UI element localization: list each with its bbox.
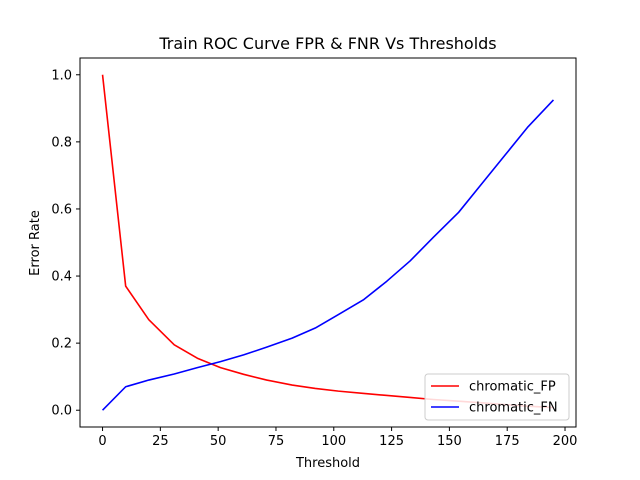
x-tick-label: 125 xyxy=(379,434,404,449)
y-tick-label: 0.2 xyxy=(51,337,72,352)
y-tick-label: 1.0 xyxy=(51,68,72,83)
x-tick-label: 50 xyxy=(210,434,227,449)
y-tick-label: 0.6 xyxy=(51,202,72,217)
y-tick-label: 0.8 xyxy=(51,135,72,150)
series-line-chromatic_FN xyxy=(101,99,555,411)
x-tick-label: 150 xyxy=(437,434,462,449)
axes: 0 25 50 75 100 125 150 175 200 0.0 0.2 0.4 0.6 0.8 1.0 xyxy=(51,57,578,449)
x-tick-label: 175 xyxy=(495,434,520,449)
x-tick-label: 25 xyxy=(152,434,169,449)
x-tick-label: 75 xyxy=(268,434,285,449)
legend-label-chromatic_FN: chromatic_FN xyxy=(469,401,558,416)
x-axis-label: Threshold xyxy=(295,456,360,471)
x-tick-label: 200 xyxy=(553,434,578,449)
chart-title: Train ROC Curve FPR & FNR Vs Thresholds xyxy=(158,34,496,53)
x-tick-label: 100 xyxy=(321,434,346,449)
y-tick-label: 0.0 xyxy=(51,404,72,419)
axes-frame xyxy=(79,57,577,428)
y-tick-label: 0.4 xyxy=(51,270,72,285)
x-tick-label: 0 xyxy=(98,434,106,449)
legend: chromatic_FP chromatic_FN xyxy=(424,373,570,421)
y-axis-label: Error Rate xyxy=(28,210,43,276)
legend-label-chromatic_FP: chromatic_FP xyxy=(469,380,556,395)
legend-box xyxy=(424,373,570,421)
